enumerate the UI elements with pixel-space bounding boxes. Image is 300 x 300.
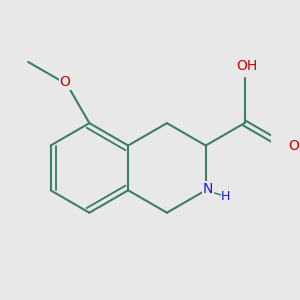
- Text: H: H: [221, 190, 231, 202]
- Text: O: O: [59, 75, 70, 89]
- Text: OH: OH: [236, 59, 257, 73]
- Text: N: N: [203, 182, 213, 196]
- Text: O: O: [289, 139, 299, 152]
